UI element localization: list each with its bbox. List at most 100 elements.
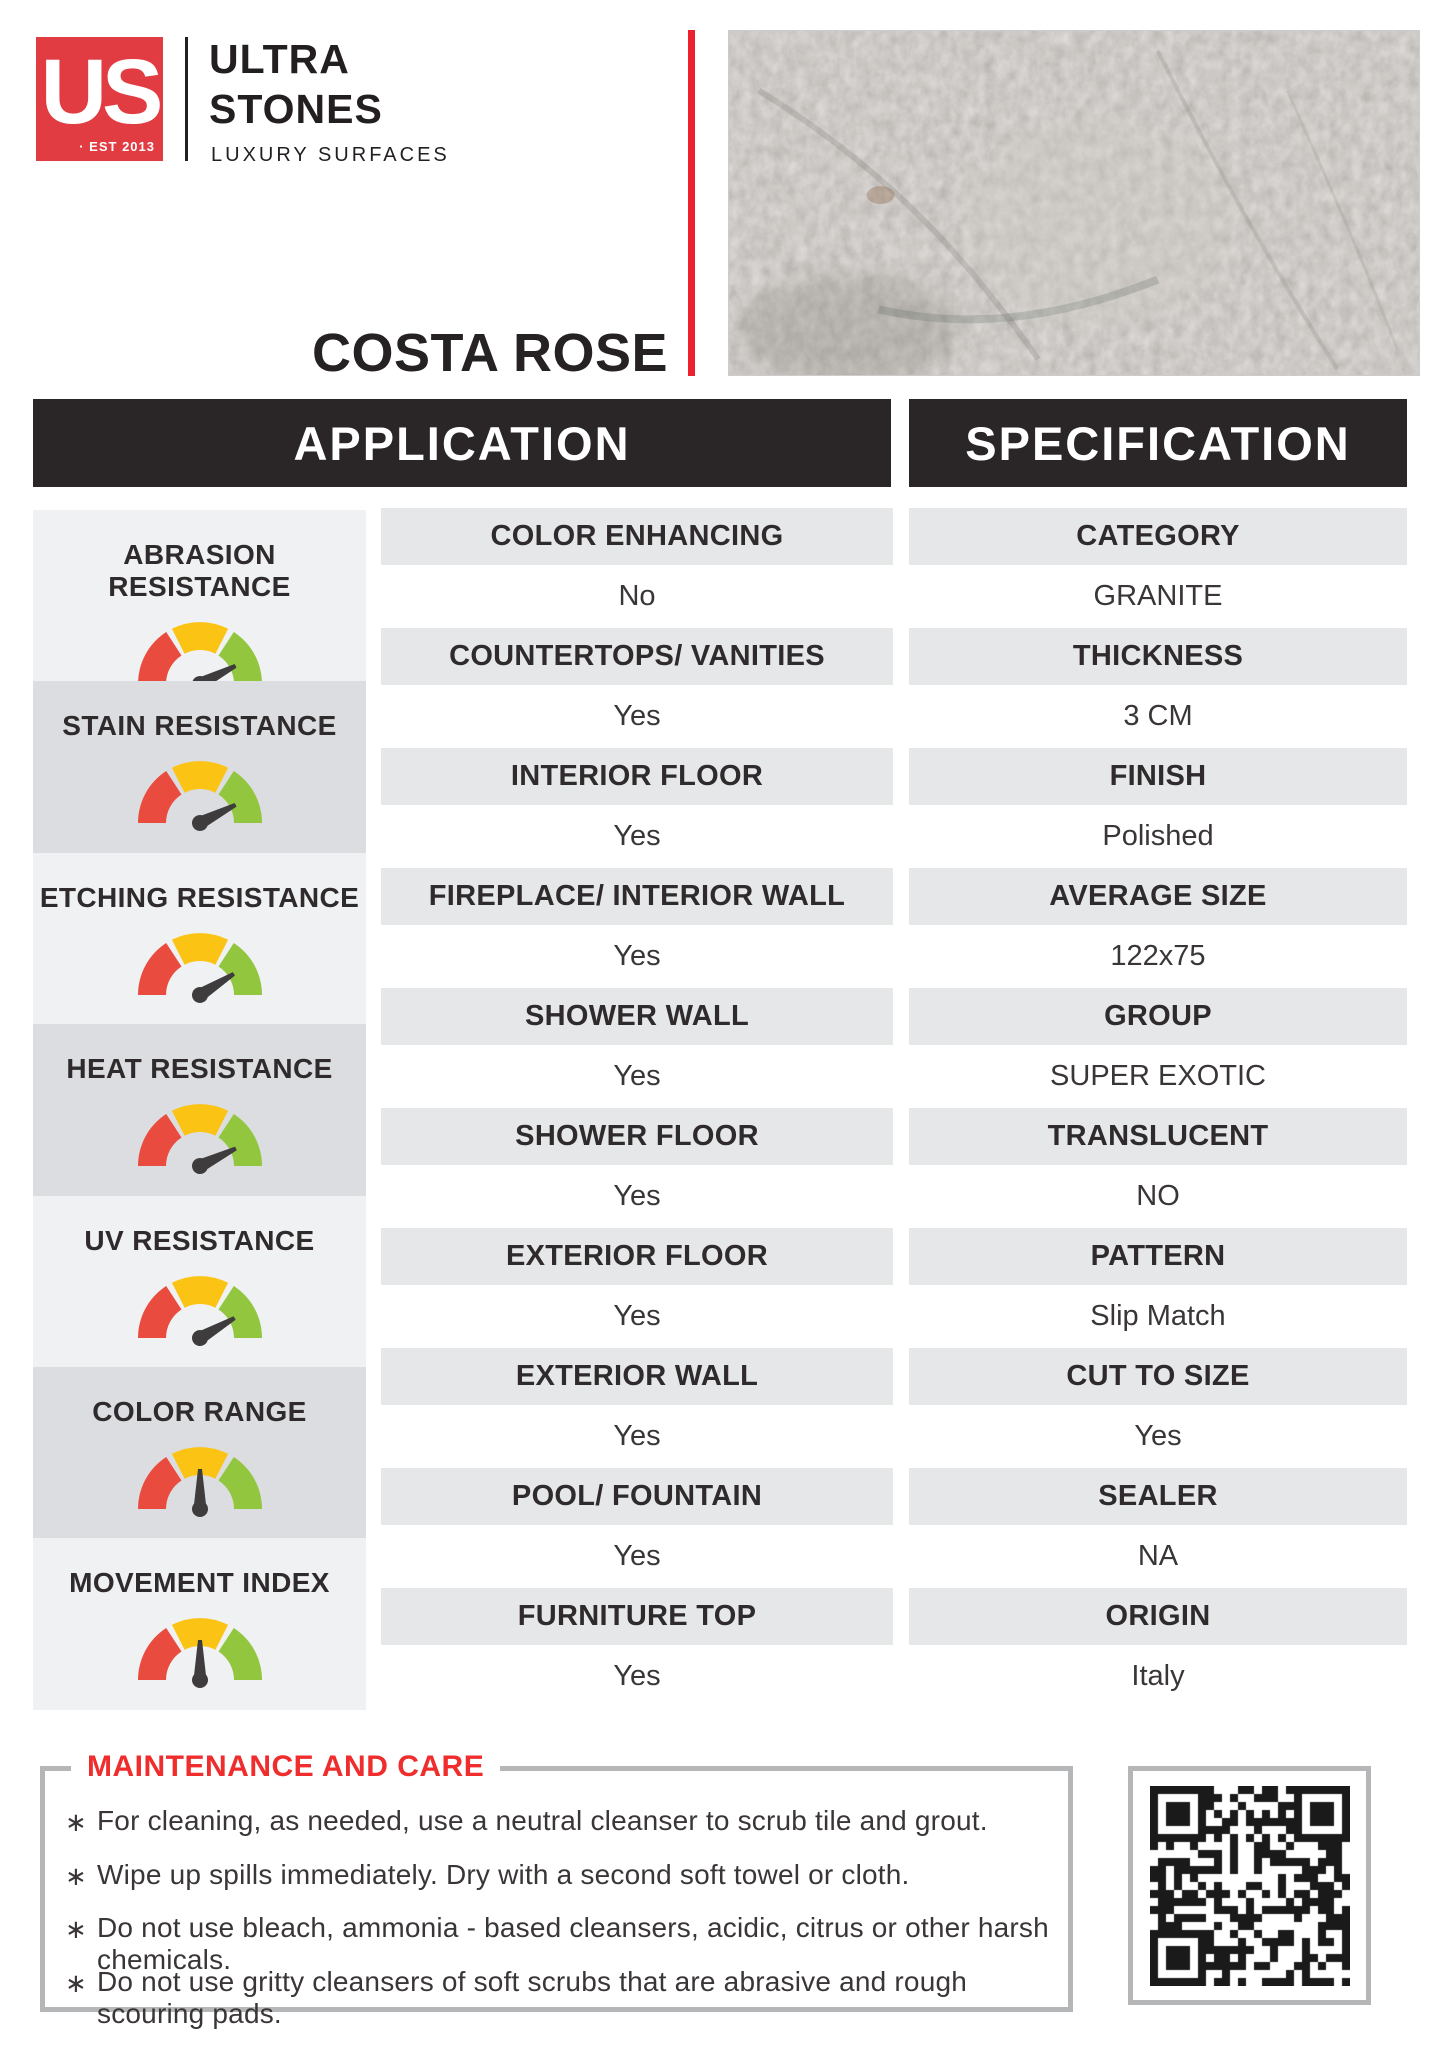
specification-row-value-translucent: NO	[909, 1165, 1407, 1228]
accent-divider-line	[688, 30, 695, 376]
specification-row-label-origin: ORIGIN	[909, 1588, 1407, 1645]
specification-row-value-finish: Polished	[909, 805, 1407, 868]
stone-swatch-image	[728, 30, 1420, 376]
brand-logo-est-text: · EST 2013	[79, 139, 155, 154]
gauge-meter	[137, 1618, 262, 1689]
gauge-panel-etching-resistance: ETCHING RESISTANCE	[33, 852, 366, 1025]
specification-rows-column: CATEGORY GRANITE THICKNESS 3 CM FINISH Polish…	[909, 508, 1407, 1708]
gauge-needle	[191, 1468, 208, 1517]
application-row-label-pool-fountain: POOL/ FOUNTAIN	[381, 1468, 893, 1525]
maintenance-item: ∗ Wipe up spills immediately. Dry with a …	[65, 1859, 1058, 1913]
maintenance-title: MAINTENANCE AND CARE	[71, 1750, 501, 1784]
qr-code-frame	[1128, 1766, 1371, 2005]
specification-row-label-translucent: TRANSLUCENT	[909, 1108, 1407, 1165]
application-row-label-shower-floor: SHOWER FLOOR	[381, 1108, 893, 1165]
application-row-value-shower-wall: Yes	[381, 1045, 893, 1108]
asterisk-bullet-icon: ∗	[65, 1967, 87, 1998]
application-row-value-pool-fountain: Yes	[381, 1525, 893, 1588]
specification-row-label-thickness: THICKNESS	[909, 628, 1407, 685]
granite-texture	[729, 31, 1419, 375]
gauge-meter	[137, 622, 262, 682]
application-row-value-furniture-top: Yes	[381, 1645, 893, 1708]
asterisk-bullet-icon: ∗	[65, 1860, 87, 1891]
gauge-label: COLOR RANGE	[92, 1395, 307, 1427]
gauge-label: ABRASION RESISTANCE	[108, 539, 291, 602]
maintenance-item-text: For cleaning, as needed, use a neutral c…	[97, 1805, 988, 1836]
specification-row-label-category: CATEGORY	[909, 508, 1407, 565]
maintenance-and-care-box: MAINTENANCE AND CARE ∗ For cleaning, as n…	[40, 1750, 1073, 2029]
specification-row-label-finish: FINISH	[909, 748, 1407, 805]
specification-row-value-average-size: 122x75	[909, 925, 1407, 988]
brand-name-line1: ULTRA	[209, 36, 350, 82]
gauge-needle	[191, 1146, 237, 1175]
gauge-needle	[191, 1315, 236, 1346]
gauge-meter	[137, 932, 262, 1003]
specification-row-value-thickness: 3 CM	[909, 685, 1407, 748]
maintenance-item: ∗ Do not use bleach, ammonia - based clea…	[65, 1912, 1058, 1975]
specification-row-value-category: GRANITE	[909, 565, 1407, 628]
gauge-panel-heat-resistance: HEAT RESISTANCE	[33, 1024, 366, 1196]
application-row-label-exterior-wall: EXTERIOR WALL	[381, 1348, 893, 1405]
qr-code	[1149, 1785, 1350, 1986]
gauge-meter	[137, 1447, 262, 1517]
application-row-label-countertops-vanities: COUNTERTOPS/ VANITIES	[381, 628, 893, 685]
application-row-label-interior-floor: INTERIOR FLOOR	[381, 748, 893, 805]
brand-divider	[185, 37, 188, 161]
maintenance-item-text: Do not use bleach, ammonia - based clean…	[97, 1912, 1049, 1975]
application-row-value-countertops-vanities: Yes	[381, 685, 893, 748]
application-row-label-shower-wall: SHOWER WALL	[381, 988, 893, 1045]
brand-logo: US · EST 2013	[36, 37, 163, 161]
gauge-panel-color-range: COLOR RANGE	[33, 1366, 366, 1539]
gauge-meter	[137, 1275, 262, 1346]
specification-row-value-group: SUPER EXOTIC	[909, 1045, 1407, 1108]
gauge-needle	[191, 971, 235, 1003]
application-row-value-shower-floor: Yes	[381, 1165, 893, 1228]
gauge-label: STAIN RESISTANCE	[62, 710, 337, 742]
gauge-label: UV RESISTANCE	[84, 1224, 315, 1256]
specification-row-value-origin: Italy	[909, 1645, 1407, 1708]
specification-row-label-sealer: SEALER	[909, 1468, 1407, 1525]
gauge-needle	[191, 803, 237, 832]
gauge-panel-movement-index: MOVEMENT INDEX	[33, 1538, 366, 1710]
specification-section-header: SPECIFICATION	[909, 399, 1407, 487]
brand-name: ULTRA STONES	[209, 34, 383, 134]
maintenance-item-text: Wipe up spills immediately. Dry with a s…	[97, 1858, 910, 1890]
gauge-needle	[191, 1640, 208, 1689]
gauge-meter	[137, 1104, 262, 1175]
gauge-needle	[191, 664, 237, 682]
asterisk-bullet-icon: ∗	[65, 1807, 87, 1837]
application-row-value-interior-floor: Yes	[381, 805, 893, 868]
brand-name-line2: STONES	[209, 86, 383, 132]
maintenance-list: ∗ For cleaning, as needed, use a neutral …	[45, 1771, 1068, 2029]
gauge-panel-stain-resistance: STAIN RESISTANCE	[33, 681, 366, 853]
application-row-label-color-enhancing: COLOR ENHANCING	[381, 508, 893, 565]
specification-row-label-cut-to-size: CUT TO SIZE	[909, 1348, 1407, 1405]
specification-row-label-average-size: AVERAGE SIZE	[909, 868, 1407, 925]
gauge-label: MOVEMENT INDEX	[69, 1567, 330, 1599]
maintenance-item: ∗ For cleaning, as needed, use a neutral …	[65, 1805, 1058, 1859]
specification-row-label-group: GROUP	[909, 988, 1407, 1045]
gauge-panel-abrasion-resistance: ABRASION RESISTANCE	[33, 510, 366, 682]
maintenance-item-text: Do not use gritty cleansers of soft scru…	[97, 1965, 968, 2029]
page-title: COSTA ROSE	[311, 323, 668, 383]
application-gauges-column: ABRASION RESISTANCE STAIN RESISTANCE ETCHI…	[33, 510, 366, 1710]
application-row-value-fireplace-interior-wall: Yes	[381, 925, 893, 988]
application-row-label-exterior-floor: EXTERIOR FLOOR	[381, 1228, 893, 1285]
application-row-label-furniture-top: FURNITURE TOP	[381, 1588, 893, 1645]
asterisk-bullet-icon: ∗	[65, 1914, 87, 1944]
brand-tagline: LUXURY SURFACES	[211, 144, 450, 166]
application-row-value-exterior-wall: Yes	[381, 1405, 893, 1468]
brand-logo-monogram: US	[40, 41, 164, 143]
gauge-meter	[137, 761, 262, 832]
application-row-label-fireplace-interior-wall: FIREPLACE/ INTERIOR WALL	[381, 868, 893, 925]
specification-row-value-cut-to-size: Yes	[909, 1405, 1407, 1468]
application-row-value-color-enhancing: No	[381, 565, 893, 628]
gauge-label: ETCHING RESISTANCE	[39, 881, 360, 913]
specification-row-label-pattern: PATTERN	[909, 1228, 1407, 1285]
maintenance-item: ∗ Do not use gritty cleansers of soft scr…	[65, 1966, 1058, 2029]
gauge-label: HEAT RESISTANCE	[66, 1053, 333, 1085]
specification-row-value-sealer: NA	[909, 1525, 1407, 1588]
application-section-header: APPLICATION	[33, 399, 891, 487]
application-row-value-exterior-floor: Yes	[381, 1285, 893, 1348]
